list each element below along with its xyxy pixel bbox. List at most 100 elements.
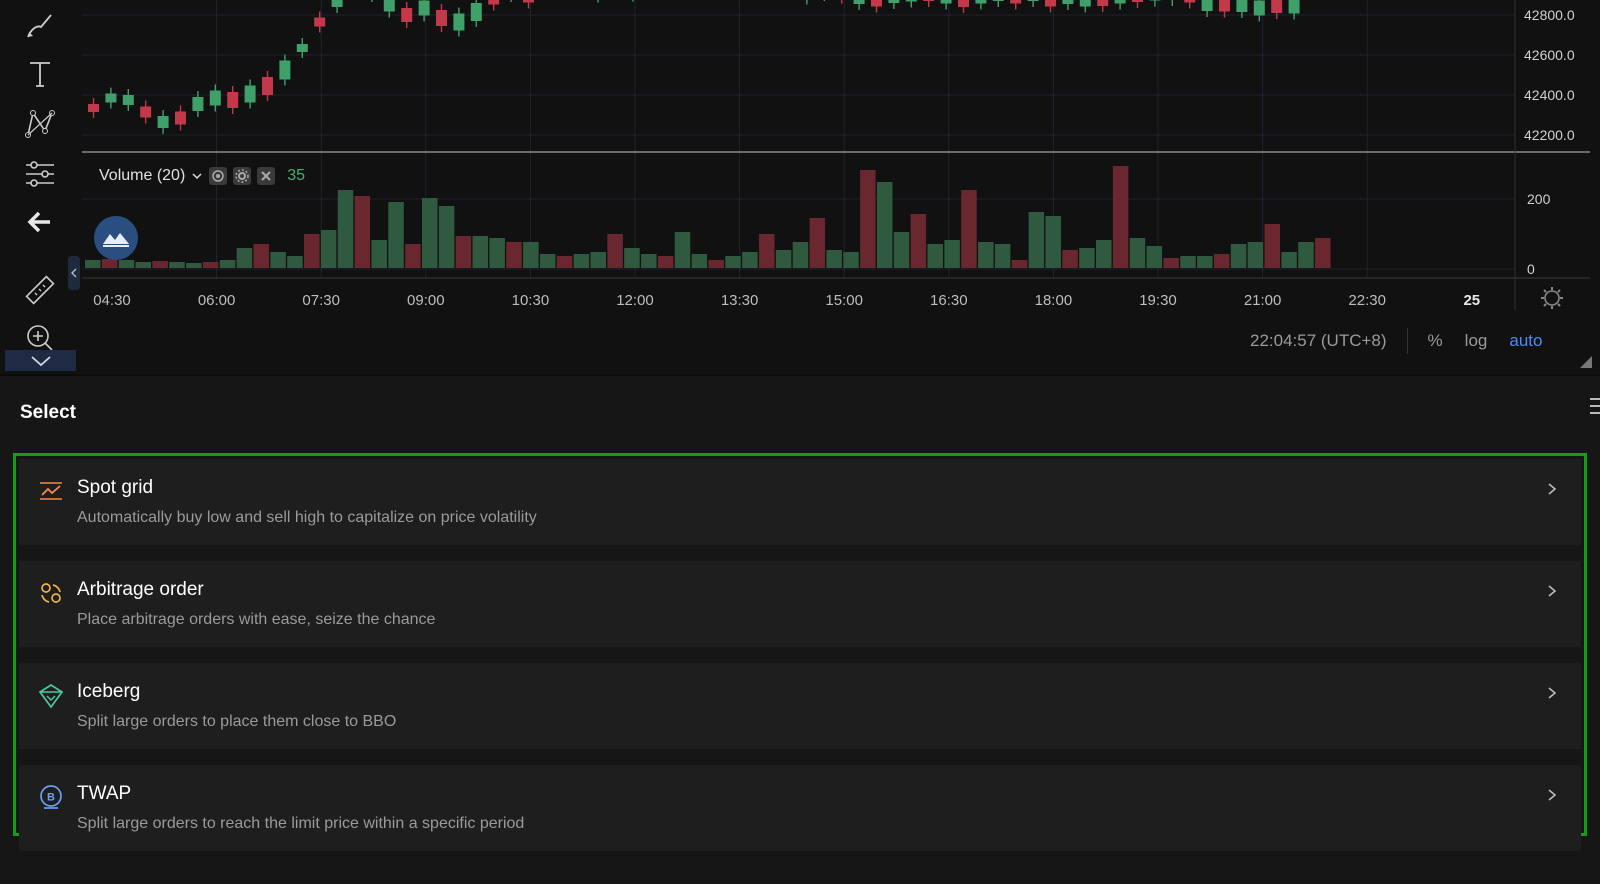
candle — [1045, 0, 1056, 7]
time-axis-label: 15:00 — [825, 292, 863, 309]
volume-bar — [809, 218, 826, 268]
volume-bar — [826, 250, 842, 268]
volume-bar — [961, 190, 977, 268]
volume-bar — [910, 214, 927, 268]
close-icon[interactable] — [257, 167, 276, 185]
candle — [88, 104, 99, 112]
candle — [1114, 0, 1126, 4]
zoom-in-icon[interactable] — [20, 318, 60, 358]
volume-bar — [641, 254, 657, 268]
auto-scale-toggle[interactable]: auto — [1509, 331, 1543, 350]
chevron-left-icon — [71, 268, 77, 278]
volume-bar — [944, 240, 960, 268]
drawing-toolbar — [0, 0, 80, 374]
volume-bar — [455, 236, 472, 268]
eye-icon[interactable] — [209, 167, 228, 185]
volume-indicator-label[interactable]: Volume (20) — [99, 167, 186, 184]
candle — [1132, 0, 1143, 2]
timezone-time[interactable]: 22:04:57 (UTC+8) — [1250, 331, 1387, 350]
svg-text:B: B — [47, 792, 55, 804]
toolbar-toggle-tab[interactable] — [68, 256, 80, 290]
volume-bar — [523, 242, 539, 268]
volume-bar — [1096, 240, 1112, 268]
volume-bar — [320, 230, 337, 268]
candle — [244, 85, 256, 103]
volume-bar — [674, 232, 691, 268]
candle — [488, 0, 500, 5]
menu-icon[interactable] — [1590, 398, 1600, 419]
time-axis-label: 18:00 — [1035, 292, 1073, 309]
grid-icon — [40, 482, 62, 500]
option-description: Place arbitrage orders with ease, seize … — [77, 611, 436, 628]
candle — [296, 44, 308, 52]
volume-bar — [101, 259, 118, 268]
resize-handle[interactable] — [1580, 356, 1592, 368]
indicator-settings-icon[interactable] — [20, 154, 60, 194]
candle — [262, 77, 273, 95]
volume-bar — [725, 256, 741, 268]
volume-bar — [118, 260, 135, 268]
volume-bar — [1112, 166, 1129, 268]
volume-axis-label: 0 — [1527, 261, 1535, 277]
candle — [923, 0, 935, 1]
candle — [1219, 0, 1230, 12]
candle — [853, 0, 865, 4]
candle — [227, 92, 239, 108]
chart-area[interactable]: 42800.0 42600.0 42400.0 42200.0 200 0 04:30 0… — [0, 0, 1600, 374]
brush-icon[interactable] — [20, 6, 60, 46]
volume-bar — [1230, 244, 1247, 268]
option-title: Iceberg — [77, 681, 141, 702]
candle — [383, 0, 395, 12]
candle — [1149, 0, 1161, 1]
chart-settings-icon[interactable] — [1541, 287, 1563, 309]
volume-bar — [759, 234, 775, 268]
volume-bar — [573, 254, 590, 268]
volume-bar — [85, 260, 101, 268]
candle — [905, 0, 917, 2]
option-twap[interactable]: B TWAP Split large orders to reach the l… — [19, 765, 1581, 851]
log-scale-toggle[interactable]: log — [1464, 331, 1488, 350]
volume-bar — [1197, 256, 1213, 268]
candle — [279, 60, 291, 80]
back-arrow-icon[interactable] — [20, 202, 60, 242]
candle — [1184, 0, 1196, 3]
volume-bar — [590, 252, 606, 268]
chevron-down-icon[interactable] — [191, 171, 203, 181]
time-axis-label: 09:00 — [407, 292, 445, 309]
option-iceberg[interactable]: Iceberg Split large orders to place them… — [19, 663, 1581, 749]
volume-bar — [135, 262, 152, 268]
volume-bar — [186, 263, 202, 268]
volume-bar — [1213, 254, 1230, 268]
candle — [314, 17, 326, 27]
arbitrage-icon — [41, 583, 61, 603]
chart-canvas[interactable]: 42800.0 42600.0 42400.0 42200.0 200 0 04:30 0… — [0, 0, 1600, 374]
volume-bar — [1129, 238, 1146, 268]
candle — [105, 93, 117, 103]
volume-bar — [371, 240, 387, 268]
volume-bar — [742, 252, 758, 268]
option-arbitrage-order[interactable]: Arbitrage order Place arbitrage orders w… — [19, 561, 1581, 647]
volume-bar — [792, 242, 809, 268]
volume-bar — [708, 260, 724, 268]
volume-bar — [270, 252, 286, 268]
time-axis-label: 25 — [1463, 292, 1480, 309]
toolbar-collapse-button[interactable] — [5, 350, 76, 371]
volume-bar — [1079, 248, 1095, 268]
gear-icon[interactable] — [233, 167, 252, 185]
candle — [1027, 0, 1039, 1]
option-spot-grid[interactable]: Spot grid Automatically buy low and sell… — [19, 459, 1581, 545]
text-icon[interactable] — [20, 54, 60, 94]
percent-scale-toggle[interactable]: % — [1427, 331, 1443, 350]
chevron-right-icon — [1548, 585, 1557, 597]
volume-bar — [893, 232, 910, 268]
candle — [401, 8, 413, 22]
time-axis-label: 19:30 — [1139, 292, 1177, 309]
pattern-icon[interactable] — [20, 104, 60, 144]
volume-legend: Volume (20) 35 — [99, 164, 305, 188]
volume-bar — [843, 252, 859, 268]
volume-bar — [1281, 252, 1297, 268]
ruler-icon[interactable] — [20, 270, 60, 310]
strategy-select-panel: Select Spot grid Automatically buy low a… — [0, 376, 1600, 884]
volume-bar — [860, 170, 876, 268]
volume-axis-label: 200 — [1527, 191, 1551, 207]
